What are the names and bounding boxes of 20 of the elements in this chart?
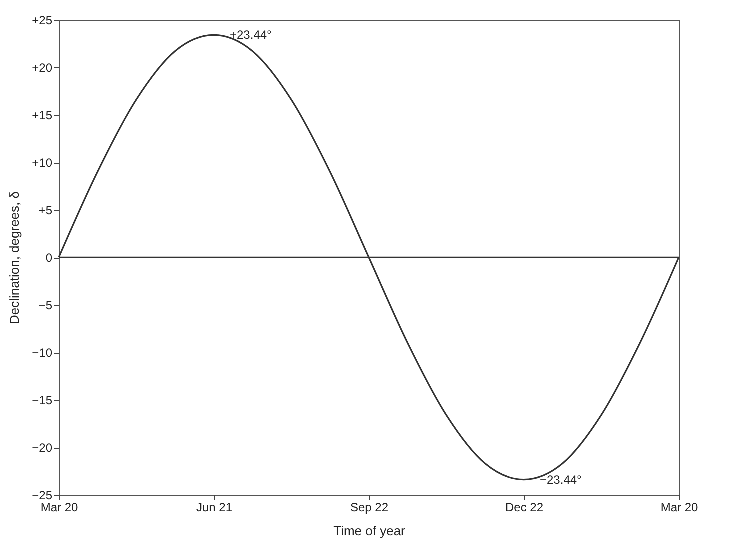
y-tick-label: +20 bbox=[32, 61, 53, 75]
annotation: +23.44° bbox=[230, 28, 272, 42]
y-tick-label: −25 bbox=[32, 488, 53, 502]
y-tick-label: −10 bbox=[32, 346, 53, 360]
y-tick-label: +5 bbox=[38, 204, 53, 218]
y-tick-label: +10 bbox=[32, 156, 53, 170]
x-tick-label: Mar 20 bbox=[40, 500, 78, 514]
y-tick-label: +15 bbox=[32, 108, 53, 122]
x-tick-label: Jun 21 bbox=[196, 500, 233, 514]
x-tick-label: Mar 20 bbox=[660, 500, 698, 514]
y-tick-label: 0 bbox=[46, 251, 53, 265]
y-tick-label: +25 bbox=[32, 14, 53, 28]
y-tick-label: −15 bbox=[32, 394, 53, 408]
x-tick-label: Dec 22 bbox=[505, 500, 544, 514]
y-tick-label: −5 bbox=[38, 298, 53, 312]
y-axis-title: Declination, degrees, δ bbox=[7, 192, 22, 324]
x-axis-title: Time of year bbox=[334, 524, 406, 538]
y-tick-label: −20 bbox=[32, 441, 53, 455]
x-tick-label: Sep 22 bbox=[350, 500, 389, 514]
annotation: −23.44° bbox=[540, 473, 582, 488]
